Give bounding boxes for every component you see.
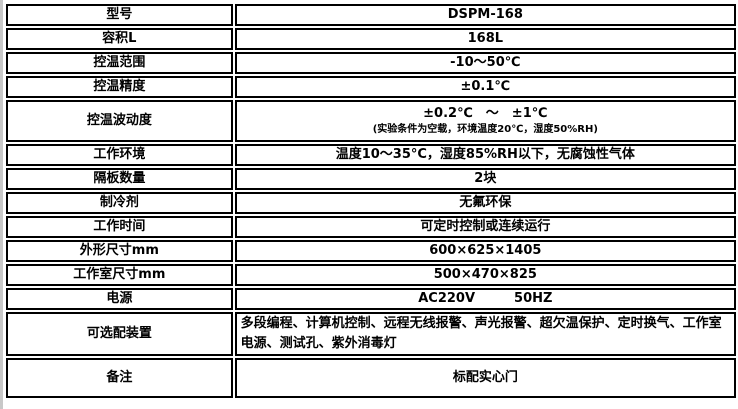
spec-value: 2块 — [234, 168, 736, 190]
spec-label: 工作环境 — [6, 144, 233, 166]
table-row: 工作室尺寸mm 500×470×825 — [6, 264, 736, 286]
table-row: 控温精度 ±0.1℃ — [6, 76, 736, 98]
spec-value-main: ±0.2℃ ～ ±1℃ — [423, 106, 548, 121]
table-row: 工作时间 可定时控制或连续运行 — [6, 216, 736, 238]
spec-label: 工作时间 — [6, 216, 233, 238]
spec-value: 温度10～35°C，湿度85%RH以下，无腐蚀性气体 — [234, 144, 736, 166]
spec-value: ±0.1℃ — [234, 76, 736, 98]
table-row: 制冷剂 无氟环保 — [6, 192, 736, 214]
table-row: 隔板数量 2块 — [6, 168, 736, 190]
table-row: 电源 AC220V 50HZ — [6, 288, 736, 310]
spec-value: 500×470×825 — [234, 264, 736, 286]
spec-label: 外形尺寸mm — [6, 240, 233, 262]
spec-label: 容积L — [6, 28, 233, 50]
spec-value: 无氟环保 — [234, 192, 736, 214]
spec-table: 型号 DSPM-168 容积L 168L 控温范围 -10～50℃ 控温精度 ±0.1℃ 控温波… — [4, 2, 738, 400]
spec-value: 168L — [234, 28, 736, 50]
table-row: 容积L 168L — [6, 28, 736, 50]
spec-label: 型号 — [6, 4, 233, 26]
table-row: 备注 标配实心门 — [6, 358, 736, 398]
spec-value: 多段编程、计算机控制、远程无线报警、声光报警、超欠温保护、定时换气、工作室电源、… — [234, 312, 736, 356]
table-row: 控温波动度 ±0.2℃ ～ ±1℃ (实验条件为空载，环境温度20℃，湿度50%RH… — [6, 100, 736, 142]
page-edge — [0, 0, 3, 409]
spec-value-note: (实验条件为空载，环境温度20℃，湿度50%RH) — [372, 124, 598, 135]
table-row: 型号 DSPM-168 — [6, 4, 736, 26]
spec-label: 备注 — [6, 358, 233, 398]
table-row: 可选配装置 多段编程、计算机控制、远程无线报警、声光报警、超欠温保护、定时换气、工… — [6, 312, 736, 356]
spec-label: 控温波动度 — [6, 100, 233, 142]
spec-value: ±0.2℃ ～ ±1℃ (实验条件为空载，环境温度20℃，湿度50%RH) — [234, 100, 736, 142]
spec-label: 电源 — [6, 288, 233, 310]
spec-value: DSPM-168 — [234, 4, 736, 26]
spec-label: 控温范围 — [6, 52, 233, 74]
spec-label: 控温精度 — [6, 76, 233, 98]
table-row: 外形尺寸mm 600×625×1405 — [6, 240, 736, 262]
table-row: 控温范围 -10～50℃ — [6, 52, 736, 74]
spec-label: 工作室尺寸mm — [6, 264, 233, 286]
spec-value: 600×625×1405 — [234, 240, 736, 262]
spec-value: 可定时控制或连续运行 — [234, 216, 736, 238]
spec-label: 隔板数量 — [6, 168, 233, 190]
spec-value: 标配实心门 — [234, 358, 736, 398]
spec-value: -10～50℃ — [234, 52, 736, 74]
spec-label: 制冷剂 — [6, 192, 233, 214]
spec-value: AC220V 50HZ — [234, 288, 736, 310]
spec-label: 可选配装置 — [6, 312, 233, 356]
table-row: 工作环境 温度10～35°C，湿度85%RH以下，无腐蚀性气体 — [6, 144, 736, 166]
